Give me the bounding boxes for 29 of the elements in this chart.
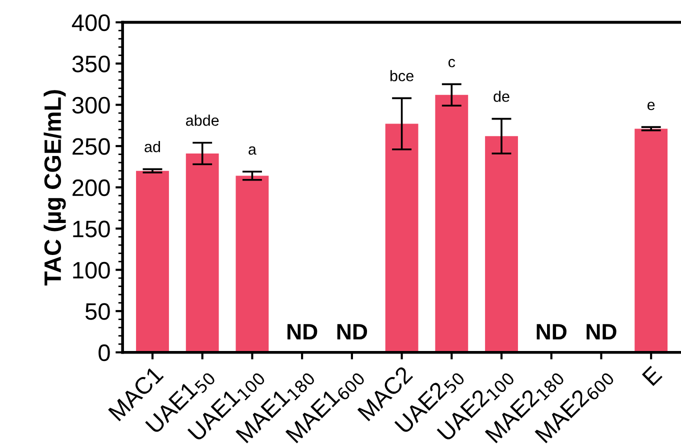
bar <box>634 128 668 352</box>
y-tick-label: 300 <box>72 96 110 114</box>
data-label: c <box>448 58 456 68</box>
data-label: e <box>647 102 655 110</box>
y-tick-label: 50 <box>85 303 110 320</box>
text: ND <box>536 324 566 340</box>
bar <box>485 136 518 352</box>
x-tick-label: E <box>642 365 662 386</box>
data-label: abde <box>186 114 219 126</box>
data-label: a <box>248 146 256 155</box>
text: ND <box>337 324 368 340</box>
y-tick-label: 100 <box>73 262 110 279</box>
data-label: de <box>494 90 510 102</box>
y-tick-label: 200 <box>72 179 110 196</box>
y-tick-label: 350 <box>72 56 110 72</box>
text: ND <box>586 324 616 340</box>
bar <box>435 94 468 352</box>
y-tick-label: 150 <box>73 220 110 238</box>
y-tick-label: 400 <box>72 14 110 32</box>
bar <box>236 176 269 352</box>
text: ND <box>288 324 318 340</box>
y-tick-label: 250 <box>72 138 110 155</box>
data-label: ad <box>144 141 160 152</box>
y-tick-label: 0 <box>98 344 110 362</box>
bar <box>186 153 219 352</box>
bar <box>385 124 418 352</box>
y-axis-title: TAC (µg CGE/mL) <box>44 90 66 286</box>
bar <box>136 170 169 352</box>
data-label: bce <box>390 70 414 82</box>
